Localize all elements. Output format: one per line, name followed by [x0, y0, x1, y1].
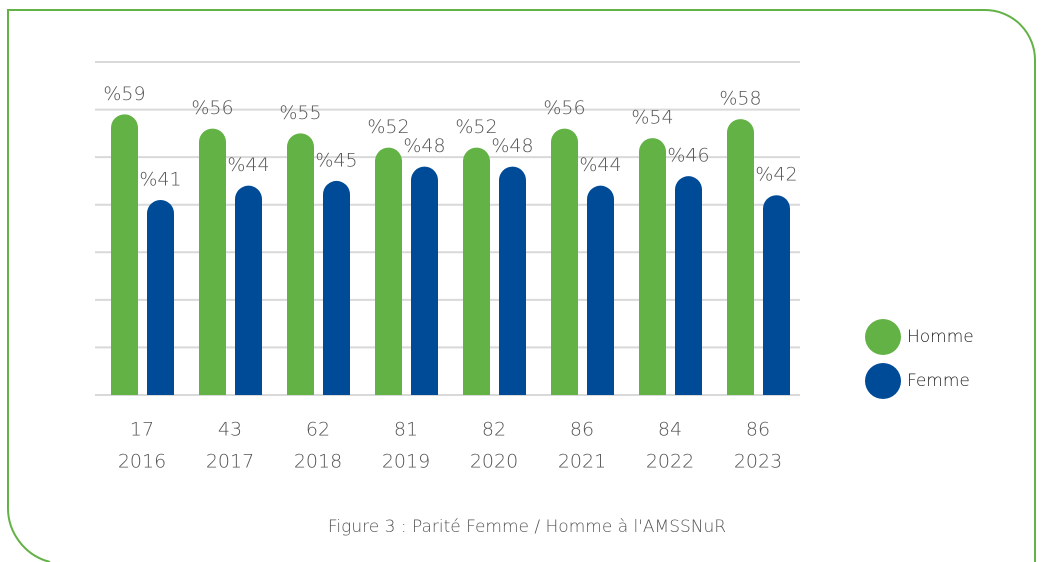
value-label: %58: [719, 88, 761, 110]
bar: [411, 166, 438, 395]
x-tick-label: 2018: [294, 451, 342, 473]
frame: [6, 9, 1036, 562]
x-count-label: 82: [482, 419, 506, 441]
caption: Figure 3 : Parité Femme / Homme à l'AMSS…: [328, 517, 726, 537]
x-tick-label: 2017: [206, 451, 254, 473]
x-count-label: 84: [658, 419, 682, 441]
value-label: %46: [667, 145, 709, 167]
bar: [199, 128, 226, 395]
value-label: %48: [403, 135, 445, 157]
bar: [323, 180, 350, 395]
value-label: %52: [455, 116, 497, 138]
bar: [727, 119, 754, 395]
bar: [147, 199, 174, 395]
bar: [111, 114, 138, 395]
legend-swatch: [865, 319, 901, 355]
value-label: %52: [367, 116, 409, 138]
legend-label: Femme: [907, 371, 970, 391]
x-count-label: 62: [306, 419, 330, 441]
x-tick-label: 2023: [734, 451, 782, 473]
bar: [587, 185, 614, 395]
bar: [639, 138, 666, 395]
value-label: %56: [543, 97, 585, 119]
value-label: %45: [315, 149, 357, 171]
value-label: %48: [491, 135, 533, 157]
x-tick-label: 2019: [382, 451, 430, 473]
x-count-label: 17: [130, 419, 154, 441]
bar: [763, 195, 790, 395]
value-label: %44: [579, 154, 621, 176]
bar: [287, 133, 314, 395]
legend-label: Homme: [907, 327, 974, 347]
bar: [499, 166, 526, 395]
value-label: %59: [103, 83, 145, 105]
x-tick-label: 2016: [118, 451, 166, 473]
value-label: %42: [755, 164, 797, 186]
bar: [235, 185, 262, 395]
bar: [675, 176, 702, 395]
x-count-label: 43: [218, 419, 242, 441]
bar: [551, 128, 578, 395]
x-count-label: 81: [394, 419, 418, 441]
value-label: %55: [279, 102, 321, 124]
value-label: %41: [139, 168, 181, 190]
x-count-label: 86: [570, 419, 594, 441]
legend-swatch: [865, 363, 901, 399]
bar: [463, 147, 490, 395]
x-tick-label: 2020: [470, 451, 518, 473]
value-label: %56: [191, 97, 233, 119]
x-count-label: 86: [746, 419, 770, 441]
value-label: %54: [631, 107, 673, 129]
x-tick-label: 2022: [646, 451, 694, 473]
value-label: %44: [227, 154, 269, 176]
x-tick-label: 2021: [558, 451, 606, 473]
bar: [375, 147, 402, 395]
